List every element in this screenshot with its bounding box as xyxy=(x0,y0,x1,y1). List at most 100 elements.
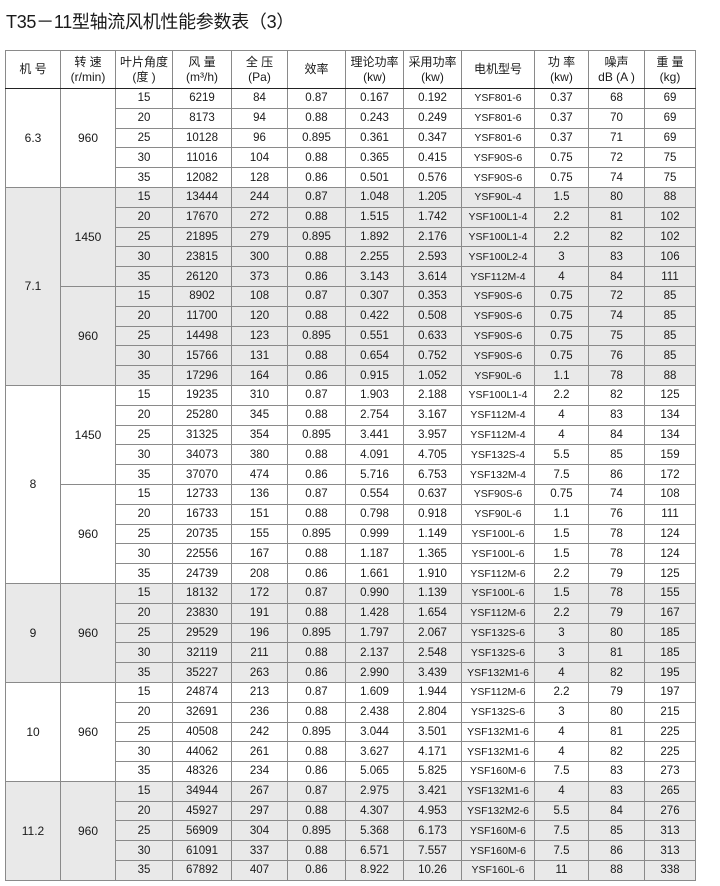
weight-cell: 273 xyxy=(644,761,696,782)
theoretical-power-cell: 0.501 xyxy=(345,167,404,188)
noise-cell: 81 xyxy=(588,721,645,743)
theoretical-power-cell: 6.571 xyxy=(345,840,404,862)
weight-cell: 338 xyxy=(644,860,696,881)
theoretical-power-cell: 2.255 xyxy=(345,246,404,268)
efficiency-cell: 0.895 xyxy=(287,721,346,743)
motor-power-cell: 1.5 xyxy=(534,186,589,208)
motor-model-cell: YSF100L-6 xyxy=(461,582,535,604)
air-volume-cell: 31325 xyxy=(172,424,232,446)
noise-cell: 79 xyxy=(588,681,645,703)
header-text: 功 率 xyxy=(547,54,576,69)
header-text: (kg) xyxy=(659,69,681,84)
weight-cell: 85 xyxy=(644,325,696,347)
efficiency-cell: 0.88 xyxy=(287,800,346,822)
theoretical-power-cell: 0.551 xyxy=(345,325,404,347)
adopted-power-cell: 0.192 xyxy=(403,88,462,109)
noise-cell: 70 xyxy=(588,107,645,129)
noise-cell: 82 xyxy=(588,662,645,683)
motor-power-cell: 1.1 xyxy=(534,503,589,525)
theoretical-power-cell: 5.368 xyxy=(345,820,404,842)
adopted-power-cell: 0.633 xyxy=(403,325,462,347)
blade-angle-cell: 20 xyxy=(115,206,173,228)
blade-angle-cell: 25 xyxy=(115,226,173,248)
air-volume-cell: 26120 xyxy=(172,266,232,287)
air-volume-cell: 32691 xyxy=(172,701,232,723)
theoretical-power-cell: 3.044 xyxy=(345,721,404,743)
motor-power-cell: 3 xyxy=(534,642,589,664)
motor-model-cell: YSF90S-6 xyxy=(461,147,535,169)
noise-cell: 74 xyxy=(588,305,645,327)
table-row: 6.3 960 15 6219 84 0.87 0.167 0.192 YSF801-6 0.37… xyxy=(5,88,696,188)
adopted-power-cell: 5.825 xyxy=(403,761,462,782)
air-volume-cell: 6219 xyxy=(172,88,232,109)
efficiency-cell: 0.86 xyxy=(287,167,346,188)
air-volume-cell: 22556 xyxy=(172,543,232,565)
efficiency-cell: 0.895 xyxy=(287,820,346,842)
blade-angle-cell: 35 xyxy=(115,167,173,188)
theoretical-power-cell: 0.915 xyxy=(345,365,404,386)
total-pressure-cell: 300 xyxy=(231,246,288,268)
motor-model-cell: YSF90S-6 xyxy=(461,325,535,347)
theoretical-power-cell: 1.797 xyxy=(345,622,404,644)
efficiency-cell: 0.86 xyxy=(287,365,346,386)
air-volume-cell: 24874 xyxy=(172,681,232,703)
header-text: 采用功率 xyxy=(408,54,457,69)
adopted-power-cell: 1.742 xyxy=(403,206,462,228)
header-text: 风 量 xyxy=(188,54,216,69)
air-volume-cell: 8173 xyxy=(172,107,232,129)
efficiency-cell: 0.87 xyxy=(287,88,346,109)
adopted-power-cell: 3.614 xyxy=(403,266,462,287)
efficiency-cell: 0.86 xyxy=(287,761,346,782)
efficiency-cell: 0.87 xyxy=(287,186,346,208)
weight-cell: 111 xyxy=(644,503,696,525)
table-row: 25 29529 196 0.895 1.797 2.067 YSF132S-6 3 80 185 xyxy=(6,622,696,644)
total-pressure-cell: 123 xyxy=(231,325,288,347)
efficiency-cell: 0.86 xyxy=(287,662,346,683)
total-pressure-cell: 120 xyxy=(231,305,288,327)
weight-cell: 69 xyxy=(644,88,696,109)
table-row: 35 37070 474 0.86 5.716 6.753 YSF132M-4 7.5 86 17… xyxy=(6,464,696,485)
noise-cell: 78 xyxy=(588,543,645,565)
adopted-power-cell: 1.365 xyxy=(403,543,462,565)
theoretical-power-cell: 0.554 xyxy=(345,483,404,505)
efficiency-cell: 0.88 xyxy=(287,642,346,664)
motor-power-cell: 0.75 xyxy=(534,325,589,347)
header-text: (kw) xyxy=(550,69,573,84)
total-pressure-cell: 211 xyxy=(231,642,288,664)
total-pressure-cell: 345 xyxy=(231,404,288,426)
motor-model-cell: YSF112M-6 xyxy=(461,602,535,624)
weight-cell: 215 xyxy=(644,701,696,723)
table-row: 35 17296 164 0.86 0.915 1.052 YSF90L-6 1.1 78 88 xyxy=(6,365,696,386)
blade-angle-cell: 15 xyxy=(115,582,173,604)
motor-model-cell: YSF112M-4 xyxy=(461,424,535,446)
motor-power-cell: 7.5 xyxy=(534,820,589,842)
adopted-power-cell: 1.052 xyxy=(403,365,462,386)
speed-cell: 960 xyxy=(60,681,116,782)
total-pressure-cell: 104 xyxy=(231,147,288,169)
weight-cell: 159 xyxy=(644,444,696,466)
table-row: 20 45927 297 0.88 4.307 4.953 YSF132M2-6 5.5 84 2… xyxy=(6,800,696,822)
adopted-power-cell: 0.353 xyxy=(403,285,462,307)
air-volume-cell: 12082 xyxy=(172,167,232,188)
air-volume-cell: 19235 xyxy=(172,384,232,406)
weight-cell: 88 xyxy=(644,365,696,386)
motor-power-cell: 1.5 xyxy=(534,523,589,545)
blade-angle-cell: 35 xyxy=(115,266,173,287)
total-pressure-cell: 407 xyxy=(231,860,288,881)
adopted-power-cell: 6.753 xyxy=(403,464,462,485)
air-volume-cell: 37070 xyxy=(172,464,232,485)
weight-cell: 106 xyxy=(644,246,696,268)
motor-model-cell: YSF160M-6 xyxy=(461,820,535,842)
noise-cell: 72 xyxy=(588,147,645,169)
blade-angle-cell: 20 xyxy=(115,305,173,327)
table-row: 30 22556 167 0.88 1.187 1.365 YSF100L-6 1.5 78 12… xyxy=(6,543,696,565)
motor-power-cell: 4 xyxy=(534,721,589,743)
motor-model-cell: YSF100L2-4 xyxy=(461,246,535,268)
motor-power-cell: 4 xyxy=(534,424,589,446)
total-pressure-cell: 337 xyxy=(231,840,288,862)
adopted-power-cell: 0.637 xyxy=(403,483,462,505)
speed-cell: 960 xyxy=(60,88,116,188)
noise-cell: 80 xyxy=(588,701,645,723)
motor-model-cell: YSF90S-6 xyxy=(461,345,535,367)
theoretical-power-cell: 3.627 xyxy=(345,741,404,763)
